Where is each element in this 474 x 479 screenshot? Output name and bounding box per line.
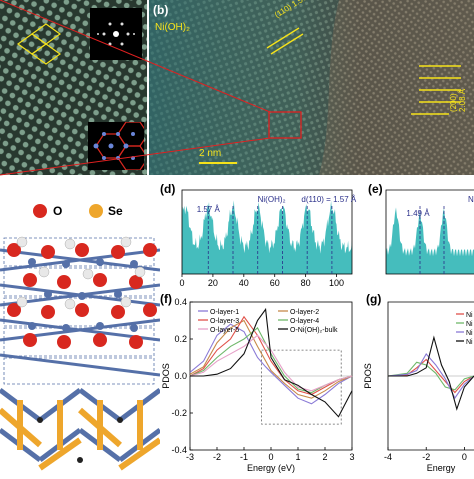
- legend-label-f: O-layer-3: [210, 318, 239, 325]
- profile-area-d: [182, 200, 352, 274]
- panel-label-d: (d): [160, 182, 176, 196]
- fft-inset: [90, 8, 142, 60]
- panel-e: 1.49 Å Ni (e): [366, 180, 474, 290]
- panel-label-f: (f): [160, 292, 172, 306]
- x-axis-label-g: Energy: [427, 463, 456, 473]
- axes-frame-e: [385, 189, 474, 275]
- series-line-f: [189, 334, 353, 392]
- tem-lattice-b: [149, 0, 474, 175]
- y-tick-label-f: 0.2: [174, 334, 187, 344]
- tick-label-d: 40: [239, 278, 249, 288]
- y-tick-label-f: -0.4: [171, 445, 187, 455]
- y-tick-label-f: 0.0: [174, 371, 187, 381]
- zoom-connector: [0, 0, 271, 176]
- y-axis-label-f: PDOS: [161, 363, 171, 389]
- structure-svg: [0, 204, 162, 471]
- x-tick-label-f: 0: [268, 452, 273, 462]
- chart-f-svg: -3 -2 -1 0 1 2 3 -0.4 -0.2 0.0 0.2 0.4 Energy (eV) PD…: [161, 297, 355, 473]
- legend-label-f: O-layer-4: [290, 318, 319, 325]
- panel-g: -4 -2 0 Energy PDOS Ni Ni Ni Ni (g): [362, 290, 474, 474]
- highlight-box-f: [261, 349, 342, 425]
- series-line-g: [388, 335, 474, 411]
- y-tick-label-f: -0.2: [171, 408, 187, 418]
- y-axis-label-g: PDOS: [363, 363, 373, 389]
- panel-f: -3 -2 -1 0 1 2 3 -0.4 -0.2 0.0 0.2 0.4 Energy (eV) PD…: [160, 290, 360, 474]
- x-tick-label-f: -2: [213, 452, 221, 462]
- x-axis-label-f: Energy (eV): [247, 463, 295, 473]
- x-tick-label-f: 2: [322, 452, 327, 462]
- x-tick-label-f: -3: [186, 452, 194, 462]
- annotation-e-edge: Ni: [468, 195, 474, 204]
- axes-frame-d: [181, 189, 353, 275]
- x-tick-label-g: -2: [422, 452, 430, 462]
- x-tick-label-f: 3: [349, 452, 354, 462]
- annotation-d-right: d(110) = 1.57 Å: [301, 195, 356, 204]
- structure-model: O Se: [0, 180, 162, 474]
- chart-e-svg: 1.49 Å Ni: [385, 189, 474, 275]
- tem-image-a: [0, 0, 147, 175]
- legend-label-g: Ni: [466, 330, 473, 337]
- tick-label-d: 100: [329, 278, 344, 288]
- x-tick-label-g: 0: [462, 452, 467, 462]
- tem-image-b: (b) Ni(OH)₂ 2 nm (110) 1.57 Å (200) 2.08…: [149, 0, 474, 175]
- legend-label-g: Ni: [466, 321, 473, 328]
- tick-label-d: 0: [179, 278, 184, 288]
- tick-label-d: 80: [301, 278, 311, 288]
- legend-label-f: O-layer-5: [210, 327, 239, 334]
- series-line-g: [387, 353, 474, 400]
- panel-label-b: (b): [153, 3, 169, 17]
- panel-label-g: (g): [366, 292, 382, 306]
- material-label-b: Ni(OH)₂: [155, 22, 190, 33]
- scale-bar-label: 2 nm: [199, 148, 222, 159]
- y-tick-label-f: 0.4: [174, 297, 187, 307]
- x-tick-label-g: -4: [384, 452, 392, 462]
- series-line-f: [189, 315, 353, 396]
- chart-g-svg: -4 -2 0 Energy PDOS Ni Ni Ni Ni: [363, 301, 474, 473]
- legend-se: Se: [108, 204, 123, 218]
- annotation-d-left: 1.57 Å: [197, 205, 221, 214]
- x-tick-label-f: -1: [240, 452, 248, 462]
- legend-label-f: O-layer-2: [290, 309, 319, 316]
- series-line-f: [189, 319, 353, 399]
- tick-label-d: 60: [270, 278, 280, 288]
- legend-label-g: Ni: [466, 312, 473, 319]
- series-line-f: [189, 323, 353, 405]
- legend-label-g: Ni: [466, 339, 473, 346]
- panel-d: 0 20 40 60 80 100 1.57 Å Ni(OH)₂ d(110) = 1.57 Å…: [160, 180, 360, 290]
- series-line-g: [387, 361, 474, 391]
- profile-area-e: [386, 207, 474, 274]
- x-tick-label-f: 1: [295, 452, 300, 462]
- tick-label-d: 20: [208, 278, 218, 288]
- legend-o: O: [53, 204, 63, 218]
- legend-label-f: O-layer-1: [210, 309, 239, 316]
- annotation-d-mid: Ni(OH)₂: [258, 195, 286, 204]
- annotation-e: 1.49 Å: [406, 209, 430, 218]
- series-line-f: [190, 307, 353, 418]
- panel-label-e: (e): [368, 182, 383, 196]
- legend-label-f: O-Ni(OH)₂-bulk: [290, 327, 338, 334]
- chart-d-svg: 0 20 40 60 80 100 1.57 Å Ni(OH)₂ d(110) = 1.57 Å: [179, 189, 357, 288]
